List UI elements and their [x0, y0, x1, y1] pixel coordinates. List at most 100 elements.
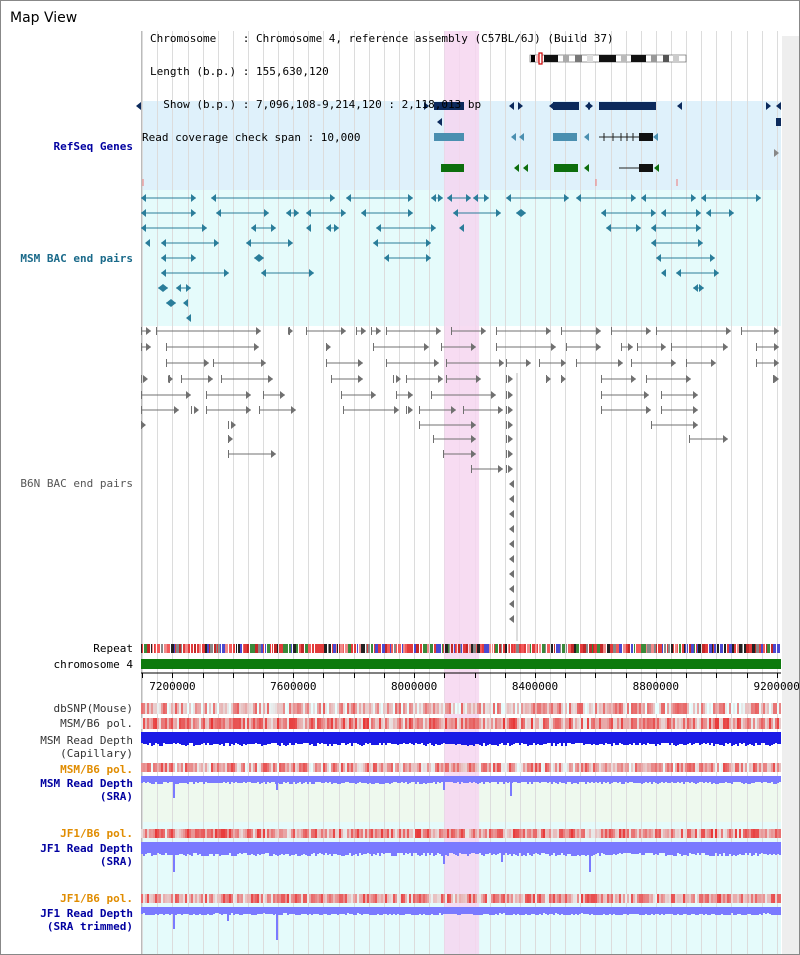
read-depth-bar	[479, 842, 481, 853]
polymorphism-cell	[593, 703, 595, 714]
read-depth-bar	[323, 776, 325, 783]
read-depth-bar	[745, 842, 747, 853]
read-depth-bar	[661, 776, 663, 782]
polymorphism-cell	[645, 894, 647, 903]
polymorphism-cell	[277, 703, 279, 714]
polymorphism-cell	[237, 718, 239, 729]
axis-tick-label: 7200000	[149, 680, 195, 693]
polymorphism-cell	[351, 763, 353, 772]
read-depth-bar	[205, 732, 207, 745]
read-depth-bar	[769, 842, 771, 854]
read-depth-bar	[391, 907, 393, 915]
read-depth-bar	[593, 907, 595, 915]
read-depth-bar	[605, 776, 607, 783]
msm-bac-end	[141, 224, 146, 232]
polymorphism-cell	[623, 703, 625, 714]
polymorphism-cell	[587, 894, 589, 903]
polymorphism-cell	[615, 829, 617, 838]
polymorphism-cell	[747, 829, 749, 838]
read-depth-bar	[513, 842, 515, 854]
read-depth-bar	[593, 732, 595, 744]
repeat-element	[179, 644, 181, 653]
read-depth-bar	[523, 842, 525, 855]
polymorphism-cell	[581, 763, 583, 772]
polymorphism-cell	[365, 829, 367, 838]
polymorphism-cell	[647, 703, 649, 714]
read-depth-bar	[683, 732, 685, 745]
chromosome-ideogram[interactable]	[529, 52, 689, 66]
read-depth-bar	[743, 776, 745, 784]
polymorphism-cell	[377, 894, 379, 903]
polymorphism-cell	[315, 718, 317, 729]
polymorphism-cell	[269, 894, 271, 903]
repeat-element	[698, 644, 701, 653]
polymorphism-cell	[313, 763, 315, 772]
repeat-element	[516, 644, 519, 653]
polymorphism-cell	[163, 829, 165, 838]
polymorphism-cell	[207, 894, 209, 903]
read-depth-bar	[485, 907, 487, 914]
polymorphism-cell	[489, 829, 491, 838]
jf1-read-sra-sub-label: (SRA)	[99, 855, 133, 868]
polymorphism-cell	[611, 718, 613, 729]
msm-bac-end	[183, 299, 188, 307]
polymorphism-cell	[227, 763, 229, 772]
polymorphism-cell	[503, 763, 505, 772]
polymorphism-cell	[501, 763, 503, 772]
polymorphism-cell	[179, 894, 181, 903]
read-depth-bar	[195, 907, 197, 915]
polymorphism-cell	[373, 894, 375, 903]
msm-bac-end	[166, 299, 171, 307]
polymorphism-cell	[509, 763, 511, 772]
read-depth-bar	[467, 907, 469, 914]
polymorphism-cell	[451, 718, 453, 729]
polymorphism-cell	[211, 894, 213, 903]
polymorphism-cell	[343, 763, 345, 772]
read-depth-bar	[615, 732, 617, 745]
polymorphism-cell	[335, 894, 337, 903]
polymorphism-cell	[309, 718, 311, 729]
polymorphism-cell	[551, 894, 553, 903]
read-depth-bar	[473, 776, 475, 782]
polymorphism-cell	[491, 829, 493, 838]
read-depth-bar	[591, 776, 593, 782]
read-depth-bar	[639, 776, 641, 783]
polymorphism-cell	[191, 703, 193, 714]
read-depth-bar	[429, 732, 431, 743]
read-depth-bar	[405, 776, 407, 782]
polymorphism-cell	[675, 894, 677, 903]
polymorphism-cell	[599, 718, 601, 729]
read-depth-bar	[335, 842, 337, 854]
polymorphism-cell	[143, 718, 145, 729]
read-depth-bar	[481, 907, 483, 915]
repeat-element	[654, 644, 656, 653]
read-depth-bar	[577, 907, 579, 915]
read-depth-bar	[319, 907, 321, 915]
read-depth-bar	[655, 842, 657, 854]
b6n-bac-end	[618, 359, 623, 367]
polymorphism-cell	[299, 763, 301, 772]
polymorphism-cell	[639, 894, 641, 903]
read-depth-bar	[215, 842, 217, 854]
read-depth-bar	[493, 842, 495, 854]
read-depth-bar	[435, 732, 437, 744]
read-depth-bar	[143, 842, 145, 856]
read-depth-bar	[373, 842, 375, 854]
polymorphism-cell	[149, 703, 151, 714]
polymorphism-cell	[669, 763, 671, 772]
read-depth-bar	[155, 776, 157, 782]
polymorphism-cell	[399, 763, 401, 772]
polymorphism-cell	[305, 763, 307, 772]
polymorphism-cell	[617, 718, 619, 729]
polymorphism-cell	[483, 763, 485, 772]
read-depth-bar	[757, 907, 759, 915]
read-depth-bar	[209, 732, 211, 745]
read-depth-bar	[225, 842, 227, 855]
polymorphism-cell	[517, 829, 519, 838]
repeat-element	[283, 644, 286, 653]
polymorphism-cell	[331, 829, 333, 838]
read-depth-bar	[651, 907, 653, 914]
polymorphism-cell	[479, 703, 481, 714]
read-depth-bar	[469, 842, 471, 854]
